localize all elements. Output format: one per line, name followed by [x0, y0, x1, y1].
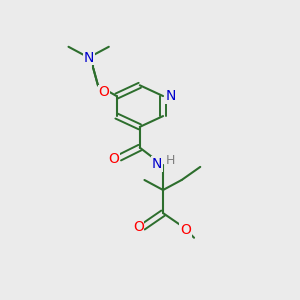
Text: O: O — [99, 85, 110, 99]
Text: N: N — [152, 157, 162, 171]
Text: N: N — [166, 89, 176, 103]
Text: O: O — [108, 152, 119, 166]
Text: O: O — [133, 220, 144, 234]
Text: O: O — [180, 223, 191, 237]
Text: N: N — [83, 51, 94, 64]
Text: H: H — [166, 154, 176, 167]
